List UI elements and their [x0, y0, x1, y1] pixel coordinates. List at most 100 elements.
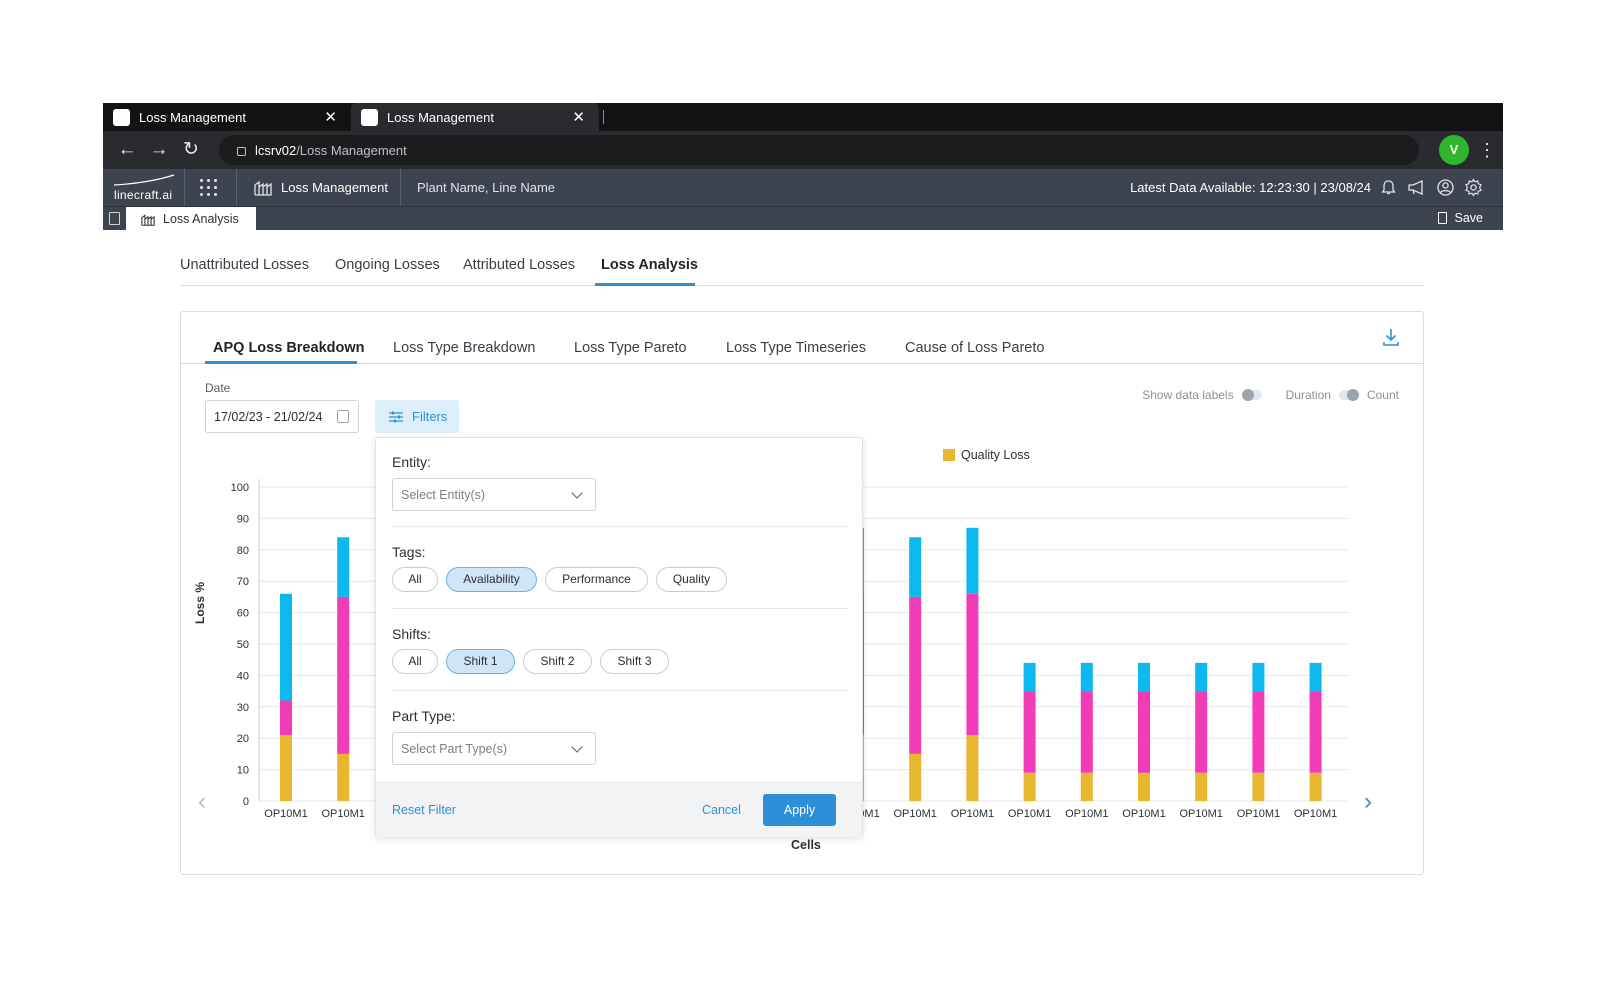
tag-pill-availability[interactable]: Availability	[446, 567, 537, 592]
forward-arrow-icon[interactable]: →	[149, 139, 169, 160]
save-button[interactable]: Save	[1437, 211, 1483, 225]
bar-segment-2	[1023, 662, 1036, 692]
linecraft-logo[interactable]: linecraft.ai	[112, 173, 182, 202]
bar-segment-1	[1080, 691, 1093, 773]
y-tick-label: 0	[243, 796, 249, 808]
duration-count-toggle[interactable]	[1338, 389, 1359, 401]
bell-icon[interactable]	[1379, 178, 1398, 197]
bar-segment-2	[1080, 662, 1093, 692]
close-tab-icon[interactable]: ✕	[324, 109, 337, 126]
y-tick-label: 20	[237, 733, 249, 745]
y-tick-label: 70	[237, 576, 249, 588]
megaphone-icon[interactable]	[1407, 178, 1426, 197]
browser-window: Loss Management ✕ Loss Management ✕ ← → …	[103, 103, 1503, 231]
y-tick-label: 60	[237, 608, 249, 620]
browser-tab-title: Loss Management	[139, 109, 246, 125]
divider	[392, 608, 848, 609]
apply-button[interactable]: Apply	[763, 794, 836, 826]
tab-loss-type-timeseries[interactable]: Loss Type Timeseries	[726, 340, 866, 356]
shifts-label: Shifts:	[392, 626, 431, 642]
plant-line-context[interactable]: Plant Name, Line Name	[417, 180, 556, 195]
x-tick-label: OP10M1	[1008, 808, 1051, 820]
part-type-select[interactable]: Select Part Type(s)	[392, 732, 596, 765]
active-card-tab-indicator	[205, 361, 357, 364]
bar-segment-1	[337, 596, 350, 754]
x-tick-label: OP10M1	[264, 808, 307, 820]
date-range-input[interactable]: 17/02/23 - 21/02/24	[205, 400, 359, 433]
browser-tab[interactable]: Loss Management ✕	[103, 103, 351, 131]
tab-loss-type-breakdown[interactable]: Loss Type Breakdown	[393, 340, 536, 356]
entity-select[interactable]: Select Entity(s)	[392, 478, 596, 511]
tab-cause-of-loss-pareto[interactable]: Cause of Loss Pareto	[905, 340, 1045, 356]
active-tab-indicator	[595, 283, 695, 286]
x-tick-label: OP10M1	[1237, 808, 1280, 820]
show-data-labels-toggle[interactable]	[1241, 389, 1262, 401]
lock-icon	[237, 146, 246, 156]
shift-pill-2[interactable]: Shift 2	[523, 649, 592, 674]
tab-loss-type-pareto[interactable]: Loss Type Pareto	[574, 340, 687, 356]
reload-icon[interactable]: ↻	[183, 139, 199, 160]
address-path: /Loss Management	[296, 142, 407, 158]
bar-segment-1	[1252, 691, 1265, 773]
bar-segment-2	[1309, 662, 1322, 692]
chevron-left-icon[interactable]: ‹	[198, 788, 206, 815]
app-header: linecraft.ai Loss Management Plant Name,…	[103, 169, 1503, 206]
download-icon[interactable]	[1381, 327, 1401, 347]
tab-unattributed-losses[interactable]: Unattributed Losses	[180, 257, 309, 273]
back-arrow-icon[interactable]: ←	[117, 139, 137, 160]
bookmark-icon	[1437, 212, 1447, 224]
entity-label: Entity:	[392, 454, 431, 470]
app-grid-icon[interactable]	[199, 178, 219, 198]
bar-segment-0	[1309, 772, 1322, 801]
x-tick-label: OP10M1	[1122, 808, 1165, 820]
gear-icon[interactable]	[1464, 178, 1483, 197]
tab-ongoing-losses[interactable]: Ongoing Losses	[335, 257, 440, 273]
bar-segment-2	[909, 537, 922, 597]
y-tick-label: 30	[237, 702, 249, 714]
chevron-down-icon	[571, 487, 583, 499]
part-type-label: Part Type:	[392, 708, 456, 724]
tag-pill-all[interactable]: All	[392, 567, 438, 592]
factory-icon	[254, 180, 272, 196]
workspace-tab-loss-analysis[interactable]: Loss Analysis	[126, 207, 256, 231]
tab-apq-loss-breakdown[interactable]: APQ Loss Breakdown	[213, 340, 365, 356]
browser-menu-icon[interactable]: ⋮	[1478, 140, 1496, 160]
cancel-button[interactable]: Cancel	[702, 803, 741, 817]
chevron-right-icon[interactable]: ›	[1364, 788, 1372, 815]
shift-pill-1[interactable]: Shift 1	[446, 649, 515, 674]
bar-segment-0	[1023, 772, 1036, 801]
entity-placeholder: Select Entity(s)	[401, 488, 486, 502]
chart-toggles: Show data labels Duration Count	[1142, 388, 1399, 402]
tab-attributed-losses[interactable]: Attributed Losses	[463, 257, 576, 273]
bar-segment-0	[1138, 772, 1150, 801]
filters-button[interactable]: Filters	[375, 400, 459, 433]
browser-tab-active[interactable]: Loss Management ✕	[351, 103, 599, 131]
filter-panel: Entity: Select Entity(s) Tags: All Avail…	[375, 437, 863, 837]
filters-label: Filters	[412, 409, 448, 424]
address-row: ← → ↻ lcsrv02/Loss Management V ⋮	[103, 131, 1503, 169]
tab-loss-analysis[interactable]: Loss Analysis	[601, 257, 698, 273]
legend-swatch	[943, 449, 955, 461]
profile-avatar[interactable]: V	[1439, 135, 1469, 165]
address-bar[interactable]: lcsrv02/Loss Management	[219, 135, 1419, 165]
sliders-icon	[389, 411, 403, 422]
favicon-icon	[361, 108, 378, 126]
bookmark-panel-icon[interactable]	[109, 212, 120, 225]
close-tab-icon[interactable]: ✕	[572, 109, 585, 126]
reset-filter-button[interactable]: Reset Filter	[392, 803, 456, 817]
y-tick-label: 100	[231, 482, 249, 494]
x-axis-label: Cells	[791, 838, 821, 852]
bar-segment-0	[909, 753, 922, 801]
x-tick-label: OP10M1	[893, 808, 936, 820]
x-tick-label: OP10M1	[1179, 808, 1222, 820]
shift-pill-3[interactable]: Shift 3	[600, 649, 669, 674]
browser-tab-bar: Loss Management ✕ Loss Management ✕	[103, 103, 1503, 131]
module-title[interactable]: Loss Management	[281, 180, 388, 195]
tag-pill-quality[interactable]: Quality	[656, 567, 727, 592]
browser-tab-title: Loss Management	[387, 109, 494, 125]
bar-segment-0	[337, 753, 350, 801]
calendar-icon[interactable]	[337, 410, 349, 423]
tag-pill-performance[interactable]: Performance	[545, 567, 648, 592]
user-account-icon[interactable]	[1436, 178, 1455, 197]
shift-pill-all[interactable]: All	[392, 649, 438, 674]
